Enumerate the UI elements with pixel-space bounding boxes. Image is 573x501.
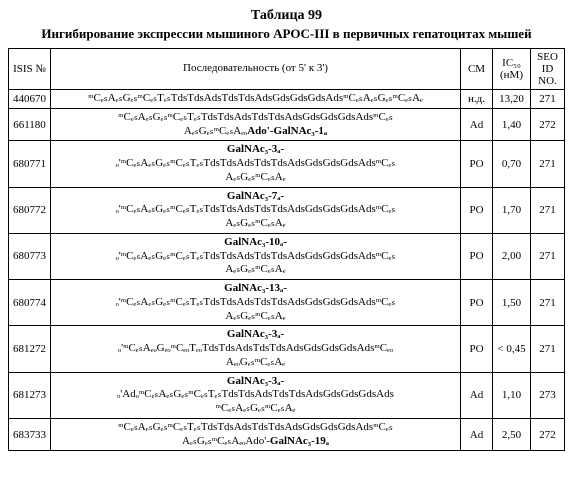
cell-cm: PO: [461, 280, 493, 326]
sequence-line: ₒ'AdₒᵐCₑₛAₑₛGₑₛᵐCₑₛTₑₛTdsTdsAdsTdsTdsAds…: [54, 388, 457, 402]
cell-cm: Ad: [461, 372, 493, 418]
cell-ic50: 0,70: [493, 141, 531, 187]
sequence-line: GalNAc₃-3ₐ-: [54, 143, 457, 157]
cell-sequence: ᵐCₑₛAₑₛGₑₛᵐCₑₛTₑₛTdsTdsAdsTdsTdsAdsGdsGd…: [51, 108, 461, 141]
sequence-line: AₑₒGₑₛᵐCₑₛAₑ: [54, 356, 457, 370]
cell-isis: 683733: [9, 418, 51, 451]
cell-ic50: 2,50: [493, 418, 531, 451]
sequence-line: ᵐCₑₛAₑₛGₑₛᵐCₑₛTₑₛTdsTdsAdsTdsTdsAdsGdsGd…: [54, 111, 457, 125]
cell-cm: PO: [461, 326, 493, 372]
cell-ic50: 1,10: [493, 372, 531, 418]
col-header-seq: Последовательность (от 5' к 3'): [51, 49, 461, 90]
sequence-line: ₒ'ᵐCₑₛAₑₛGₑₛᵐCₑₛTₑₛTdsTdsAdsTdsTdsAdsGds…: [54, 157, 457, 171]
cell-cm: PO: [461, 141, 493, 187]
cell-seo: 271: [531, 141, 565, 187]
cell-ic50: 13,20: [493, 90, 531, 109]
cell-ic50: 1,70: [493, 187, 531, 233]
header-row: ISIS № Последовательность (от 5' к 3') С…: [9, 49, 565, 90]
cell-isis: 681273: [9, 372, 51, 418]
sequence-line: AₑₛGₑₛᵐCₑₛAₑ: [54, 263, 457, 277]
cell-seo: 271: [531, 280, 565, 326]
col-header-seo: SEO ID NO.: [531, 49, 565, 90]
cell-sequence: GalNAc₃-13ₐ-ₒ'ᵐCₑₛAₑₛGₑₛᵐCₑₛTₑₛTdsTdsAds…: [51, 280, 461, 326]
sequence-line: ₒ'ᵐCₑₛAₑₛGₑₛᵐCₑₛTₑₛTdsTdsAdsTdsTdsAdsGds…: [54, 296, 457, 310]
table-row: 661180ᵐCₑₛAₑₛGₑₛᵐCₑₛTₑₛTdsTdsAdsTdsTdsAd…: [9, 108, 565, 141]
sequence-line: ᵐCₑₛAₑₛGₑₛᵐCₑₛTₑₛTdsTdsAdsTdsTdsAdsGdsGd…: [54, 92, 457, 106]
cell-cm: н.д.: [461, 90, 493, 109]
cell-seo: 271: [531, 233, 565, 279]
cell-sequence: ᵐCₑₛAₑₛGₑₛᵐCₑₛTₑₛTdsTdsAdsTdsTdsAdsGdsGd…: [51, 90, 461, 109]
cell-ic50: 2,00: [493, 233, 531, 279]
cell-seo: 272: [531, 418, 565, 451]
sequence-line: AₑₛGₑₛᵐCₑₛAₑ: [54, 310, 457, 324]
table-caption: Ингибирование экспрессии мышиного APOC-I…: [8, 26, 565, 42]
sequence-line: GalNAc₃-13ₐ-: [54, 282, 457, 296]
table-row: 681272GalNAc₃-3ₐ-ₒ'ᵐCₑₛAₑₒGₑₒᵐCₑₒTₑₒTdsT…: [9, 326, 565, 372]
col-header-cm: СМ: [461, 49, 493, 90]
sequence-line: ₒ'ᵐCₑₛAₑₛGₑₛᵐCₑₛTₑₛTdsTdsAdsTdsTdsAdsGds…: [54, 250, 457, 264]
cell-isis: 680774: [9, 280, 51, 326]
cell-ic50: 1,40: [493, 108, 531, 141]
table-row: 680772GalNAc₃-7ₐ-ₒ'ᵐCₑₛAₑₛGₑₛᵐCₑₛTₑₛTdsT…: [9, 187, 565, 233]
table-row: 681273GalNAc₃-3ₐ-ₒ'AdₒᵐCₑₛAₑₛGₑₛᵐCₑₛTₑₛT…: [9, 372, 565, 418]
cell-seo: 272: [531, 108, 565, 141]
cell-sequence: GalNAc₃-3ₐ-ₒ'ᵐCₑₛAₑₛGₑₛᵐCₑₛTₑₛTdsTdsAdsT…: [51, 141, 461, 187]
cell-sequence: ᵐCₑₛAₑₛGₑₛᵐCₑₛTₑₛTdsTdsAdsTdsTdsAdsGdsGd…: [51, 418, 461, 451]
sequence-line: ₒ'ᵐCₑₛAₑₒGₑₒᵐCₑₒTₑₒTdsTdsAdsTdsTdsAdsGds…: [54, 342, 457, 356]
sequence-line: ᵐCₑₛAₑₛGₑₛᵐCₑₛTₑₛTdsTdsAdsTdsTdsAdsGdsGd…: [54, 421, 457, 435]
data-table: ISIS № Последовательность (от 5' к 3') С…: [8, 48, 565, 451]
cell-seo: 271: [531, 90, 565, 109]
cell-sequence: GalNAc₃-10ₐ-ₒ'ᵐCₑₛAₑₛGₑₛᵐCₑₛTₑₛTdsTdsAds…: [51, 233, 461, 279]
sequence-line: ₒ'ᵐCₑₛAₑₛGₑₛᵐCₑₛTₑₛTdsTdsAdsTdsTdsAdsGds…: [54, 203, 457, 217]
cell-isis: 680773: [9, 233, 51, 279]
cell-sequence: GalNAc₃-7ₐ-ₒ'ᵐCₑₛAₑₛGₑₛᵐCₑₛTₑₛTdsTdsAdsT…: [51, 187, 461, 233]
col-header-ic50: IC₅₀ (нМ): [493, 49, 531, 90]
cell-cm: Ad: [461, 108, 493, 141]
cell-ic50: < 0,45: [493, 326, 531, 372]
sequence-line: AₑₛGₑₛᵐCₑₛAₑₒAdo'-GalNAc₃-19ₐ: [54, 435, 457, 449]
cell-ic50: 1,50: [493, 280, 531, 326]
cell-isis: 440670: [9, 90, 51, 109]
cell-seo: 273: [531, 372, 565, 418]
table-row: 680773GalNAc₃-10ₐ-ₒ'ᵐCₑₛAₑₛGₑₛᵐCₑₛTₑₛTds…: [9, 233, 565, 279]
sequence-line: AₑₛGₑₛᵐCₑₛAₑ: [54, 217, 457, 231]
table-row: 680771GalNAc₃-3ₐ-ₒ'ᵐCₑₛAₑₛGₑₛᵐCₑₛTₑₛTdsT…: [9, 141, 565, 187]
cell-isis: 680771: [9, 141, 51, 187]
sequence-line: GalNAc₃-10ₐ-: [54, 236, 457, 250]
table-row: 440670ᵐCₑₛAₑₛGₑₛᵐCₑₛTₑₛTdsTdsAdsTdsTdsAd…: [9, 90, 565, 109]
cell-cm: PO: [461, 233, 493, 279]
sequence-line: GalNAc₃-3ₐ-: [54, 375, 457, 389]
sequence-line: AₑₛGₑₛᵐCₑₛAₑ: [54, 171, 457, 185]
cell-seo: 271: [531, 187, 565, 233]
cell-sequence: GalNAc₃-3ₐ-ₒ'AdₒᵐCₑₛAₑₛGₑₛᵐCₑₛTₑₛTdsTdsA…: [51, 372, 461, 418]
sequence-line: GalNAc₃-7ₐ-: [54, 190, 457, 204]
cell-seo: 271: [531, 326, 565, 372]
cell-cm: PO: [461, 187, 493, 233]
col-header-isis: ISIS №: [9, 49, 51, 90]
cell-isis: 680772: [9, 187, 51, 233]
table-row: 680774GalNAc₃-13ₐ-ₒ'ᵐCₑₛAₑₛGₑₛᵐCₑₛTₑₛTds…: [9, 280, 565, 326]
cell-cm: Ad: [461, 418, 493, 451]
sequence-line: AₑₛGₑₛᵐCₑₛAₑₒAdo'-GalNAc₃-1ₐ: [54, 125, 457, 139]
cell-sequence: GalNAc₃-3ₐ-ₒ'ᵐCₑₛAₑₒGₑₒᵐCₑₒTₑₒTdsTdsAdsT…: [51, 326, 461, 372]
table-number: Таблица 99: [8, 8, 565, 24]
cell-isis: 661180: [9, 108, 51, 141]
cell-isis: 681272: [9, 326, 51, 372]
sequence-line: GalNAc₃-3ₐ-: [54, 328, 457, 342]
table-row: 683733ᵐCₑₛAₑₛGₑₛᵐCₑₛTₑₛTdsTdsAdsTdsTdsAd…: [9, 418, 565, 451]
sequence-line: ᵐCₑₛAₑₛGₑₛᵐCₑₛAₑ: [54, 402, 457, 416]
